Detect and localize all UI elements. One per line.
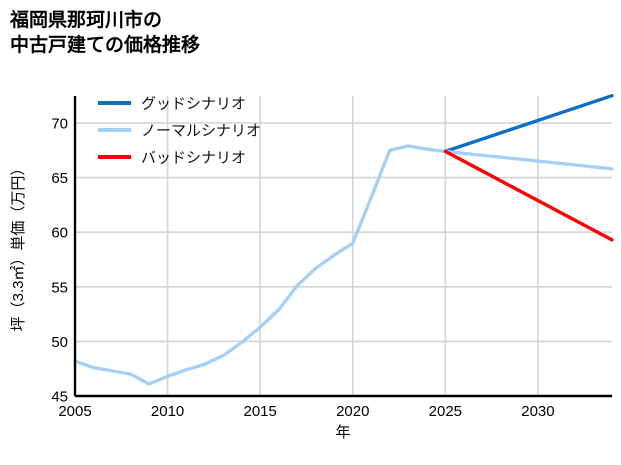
series-group — [73, 93, 614, 386]
x-tick-label: 2015 — [243, 403, 276, 420]
chart-title-line1: 福岡県那珂川市の — [10, 10, 163, 31]
axes-group — [73, 96, 612, 398]
x-tick-labels: 2005 2010 2015 2020 2025 2030 — [58, 403, 554, 420]
y-tick-labels: 45 50 55 60 65 70 — [51, 116, 68, 406]
legend-label: バッドシナリオ — [141, 150, 246, 167]
y-tick-label: 65 — [51, 170, 68, 187]
series-line-ノーマルシナリオ — [73, 144, 614, 386]
y-tick-label: 45 — [51, 389, 68, 406]
y-tick-label: 60 — [51, 225, 68, 242]
chart-title: 福岡県那珂川市の 中古戸建ての価格推移 — [10, 8, 200, 58]
y-axis-title: 坪（3.3㎡）単価（万円） — [10, 161, 27, 332]
x-tick-label: 2010 — [151, 403, 184, 420]
x-axis-title: 年 — [335, 424, 350, 441]
x-tick-label: 2030 — [521, 403, 554, 420]
legend-label: グッドシナリオ — [141, 96, 246, 113]
series-line-バッドシナリオ — [443, 149, 614, 242]
x-tick-label: 2020 — [336, 403, 369, 420]
x-tick-label: 2005 — [58, 403, 91, 420]
legend-label: ノーマルシナリオ — [141, 123, 261, 140]
y-tick-label: 55 — [51, 279, 68, 296]
y-tick-label: 50 — [51, 334, 68, 351]
chart-title-line2: 中古戸建ての価格推移 — [10, 35, 201, 56]
gridlines-group — [74, 96, 612, 397]
x-tick-label: 2025 — [429, 403, 462, 420]
y-tick-label: 70 — [51, 116, 68, 133]
series-line-グッドシナリオ — [443, 93, 614, 154]
